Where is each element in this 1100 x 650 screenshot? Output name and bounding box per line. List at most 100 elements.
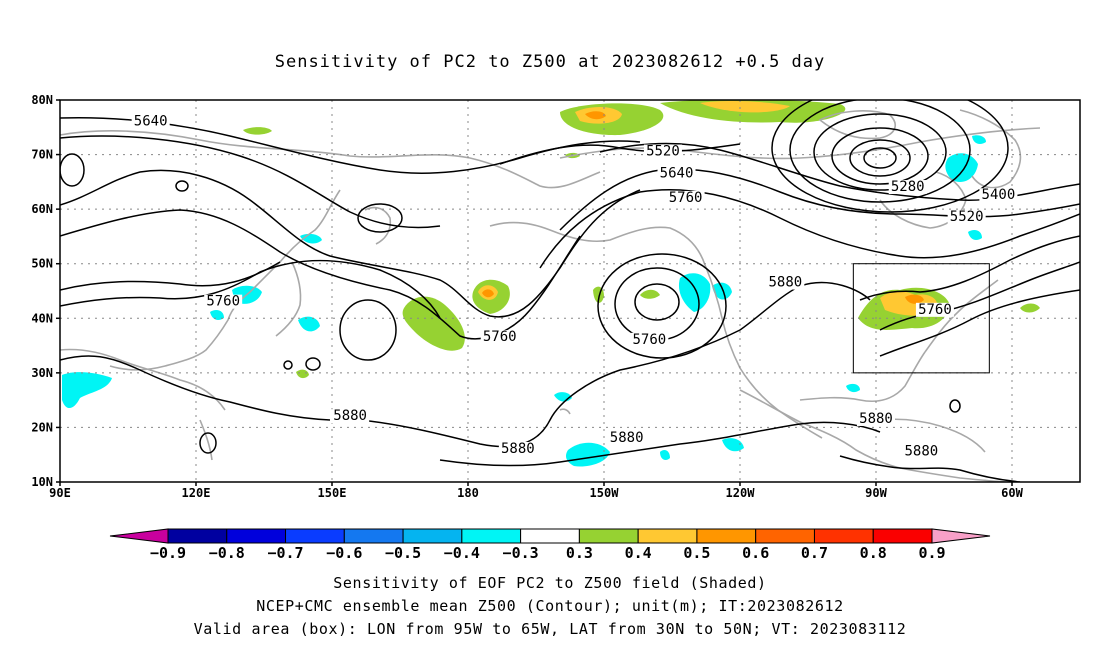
- contour-label-bg: [979, 188, 1018, 203]
- contour-label: 5640: [134, 114, 168, 130]
- shade-positive-atlantic: [1020, 303, 1040, 313]
- contour-low-pacific-3: [597, 253, 727, 359]
- contour-label: 5640: [660, 165, 694, 181]
- z500-contours: [60, 100, 1080, 482]
- coast-kamchatka: [364, 206, 392, 245]
- figure-title: Sensitivity of PC2 to Z500 at 2023082612…: [275, 52, 826, 72]
- contour-5880-gulf: [839, 455, 1021, 482]
- coast-caribbean: [879, 418, 986, 453]
- shade-negative-china: [62, 372, 112, 409]
- colorbar-swatch: [402, 528, 463, 544]
- caption-line-2: NCEP+CMC ensemble mean Z500 (Contour); u…: [256, 597, 843, 615]
- colorbar-label: 0.8: [860, 544, 887, 562]
- contour-label-bg: [947, 210, 986, 225]
- caption-line-3: Valid area (box): LON from 95W to 65W, L…: [194, 620, 907, 638]
- contour-small-4: [283, 360, 293, 370]
- coast-japan: [275, 261, 302, 337]
- contour-label: 5520: [950, 209, 984, 225]
- map-panel: 5640 5520 5640 5760 5280 5400 5520 5880 5760 5760…: [31, 93, 1081, 500]
- contour-label: 5880: [333, 408, 367, 424]
- contour-low-arctic-6: [771, 100, 1009, 213]
- colorbar-swatch: [578, 528, 639, 544]
- shade-negative-labrador: [968, 230, 982, 240]
- contour-label: 5520: [646, 144, 680, 160]
- colorbar-swatch: [696, 528, 757, 544]
- contour-5760-mid: [539, 189, 1080, 269]
- shade-negative-westcoast: [678, 273, 711, 312]
- colorbar-label: −0.4: [444, 544, 480, 562]
- contour-small-west: [60, 153, 85, 187]
- contour-5760-low: [60, 261, 281, 291]
- coast-na-east: [924, 279, 999, 353]
- contour-label-bg: [480, 330, 519, 345]
- contour-label: 5760: [206, 294, 240, 310]
- contour-label: 5880: [859, 411, 893, 427]
- contour-east-2: [879, 289, 1080, 357]
- contour-low-arctic-3: [831, 127, 929, 185]
- colorbar-swatch: [755, 528, 815, 544]
- colorbar: −0.9 −0.8 −0.7 −0.6 −0.5 −0.4 −0.3 0.3 0.4 0.5 0.6…: [109, 528, 991, 562]
- contour-low-arctic-2: [849, 139, 911, 177]
- lat-tick-label: 70N: [31, 148, 53, 162]
- colorbar-max-triangle: [931, 528, 991, 544]
- coast-philippines: [199, 419, 213, 461]
- contour-label-bg: [630, 332, 669, 347]
- latitude-axis: 80N 70N 60N 50N 40N 30N 20N 10N: [31, 93, 60, 489]
- contour-label: 5760: [483, 329, 517, 345]
- contour-label: 5880: [501, 441, 535, 457]
- colorbar-label: −0.3: [503, 544, 539, 562]
- colorbar-label: 0.5: [683, 544, 710, 562]
- contour-label-bg: [666, 190, 705, 205]
- contour-label: 5400: [982, 187, 1016, 203]
- lat-tick-label: 30N: [31, 366, 53, 380]
- colorbar-label: −0.5: [385, 544, 421, 562]
- contour-label-bg: [643, 144, 682, 159]
- contour-label-bg: [331, 409, 370, 424]
- colorbar-label: −0.9: [150, 544, 186, 562]
- lat-tick-label: 10N: [31, 475, 53, 489]
- colorbar-swatch: [167, 528, 228, 544]
- shade-positive-arctic-high: [585, 111, 606, 120]
- sensitivity-shading: [62, 100, 1040, 467]
- caption-line-1: Sensitivity of EOF PC2 to Z500 field (Sh…: [333, 574, 766, 592]
- colorbar-swatch: [285, 528, 345, 544]
- colorbar-swatch: [520, 528, 580, 544]
- colorbar-min-triangle: [109, 528, 169, 544]
- contour-small-5: [949, 399, 961, 413]
- shade-negative-hudson: [945, 153, 978, 183]
- lon-tick-label: 120E: [182, 486, 211, 500]
- shade-negative-east-china: [210, 310, 224, 320]
- shade-negative-gulf: [846, 383, 860, 393]
- contour-labels: 5640 5520 5640 5760 5280 5400 5520 5880 5760 5760…: [131, 114, 1018, 460]
- contour-label-bg: [888, 180, 927, 195]
- shade-negative-mexico: [566, 442, 610, 467]
- coast-china-south: [60, 348, 226, 411]
- contour-label-bg: [915, 302, 954, 317]
- colorbar-label: −0.7: [267, 544, 303, 562]
- lon-tick-label: 120W: [726, 486, 756, 500]
- contour-label: 5880: [768, 275, 802, 291]
- colorbar-label: 0.4: [625, 544, 652, 562]
- contour-5880-west: [60, 355, 331, 421]
- map-frame: [59, 99, 1081, 483]
- contour-label: 5760: [669, 190, 703, 206]
- lon-tick-label: 180: [457, 486, 479, 500]
- contour-upper-2: [60, 209, 581, 340]
- coast-greenland: [959, 109, 1022, 189]
- lat-tick-label: 60N: [31, 202, 53, 216]
- contour-label-bg: [657, 166, 696, 181]
- contour-small-1: [175, 180, 189, 192]
- lon-tick-label: 150W: [590, 486, 620, 500]
- shade-positive-small1: [243, 127, 272, 135]
- contour-label: 5880: [610, 430, 644, 446]
- coast-alaska: [489, 221, 706, 266]
- shade-positive-dateline-high: [482, 289, 494, 298]
- contour-label-bg: [131, 114, 170, 129]
- contour-label: 5880: [904, 444, 938, 460]
- shade-positive-greatlakes-high: [905, 294, 924, 304]
- coast-asia-north: [60, 130, 601, 189]
- lat-tick-label: 80N: [31, 93, 53, 107]
- longitude-axis: 90E 120E 150E 180 150W 120W 90W 60W: [49, 482, 1024, 500]
- contour-low-arctic-5: [789, 100, 971, 203]
- colorbar-label: −0.6: [326, 544, 362, 562]
